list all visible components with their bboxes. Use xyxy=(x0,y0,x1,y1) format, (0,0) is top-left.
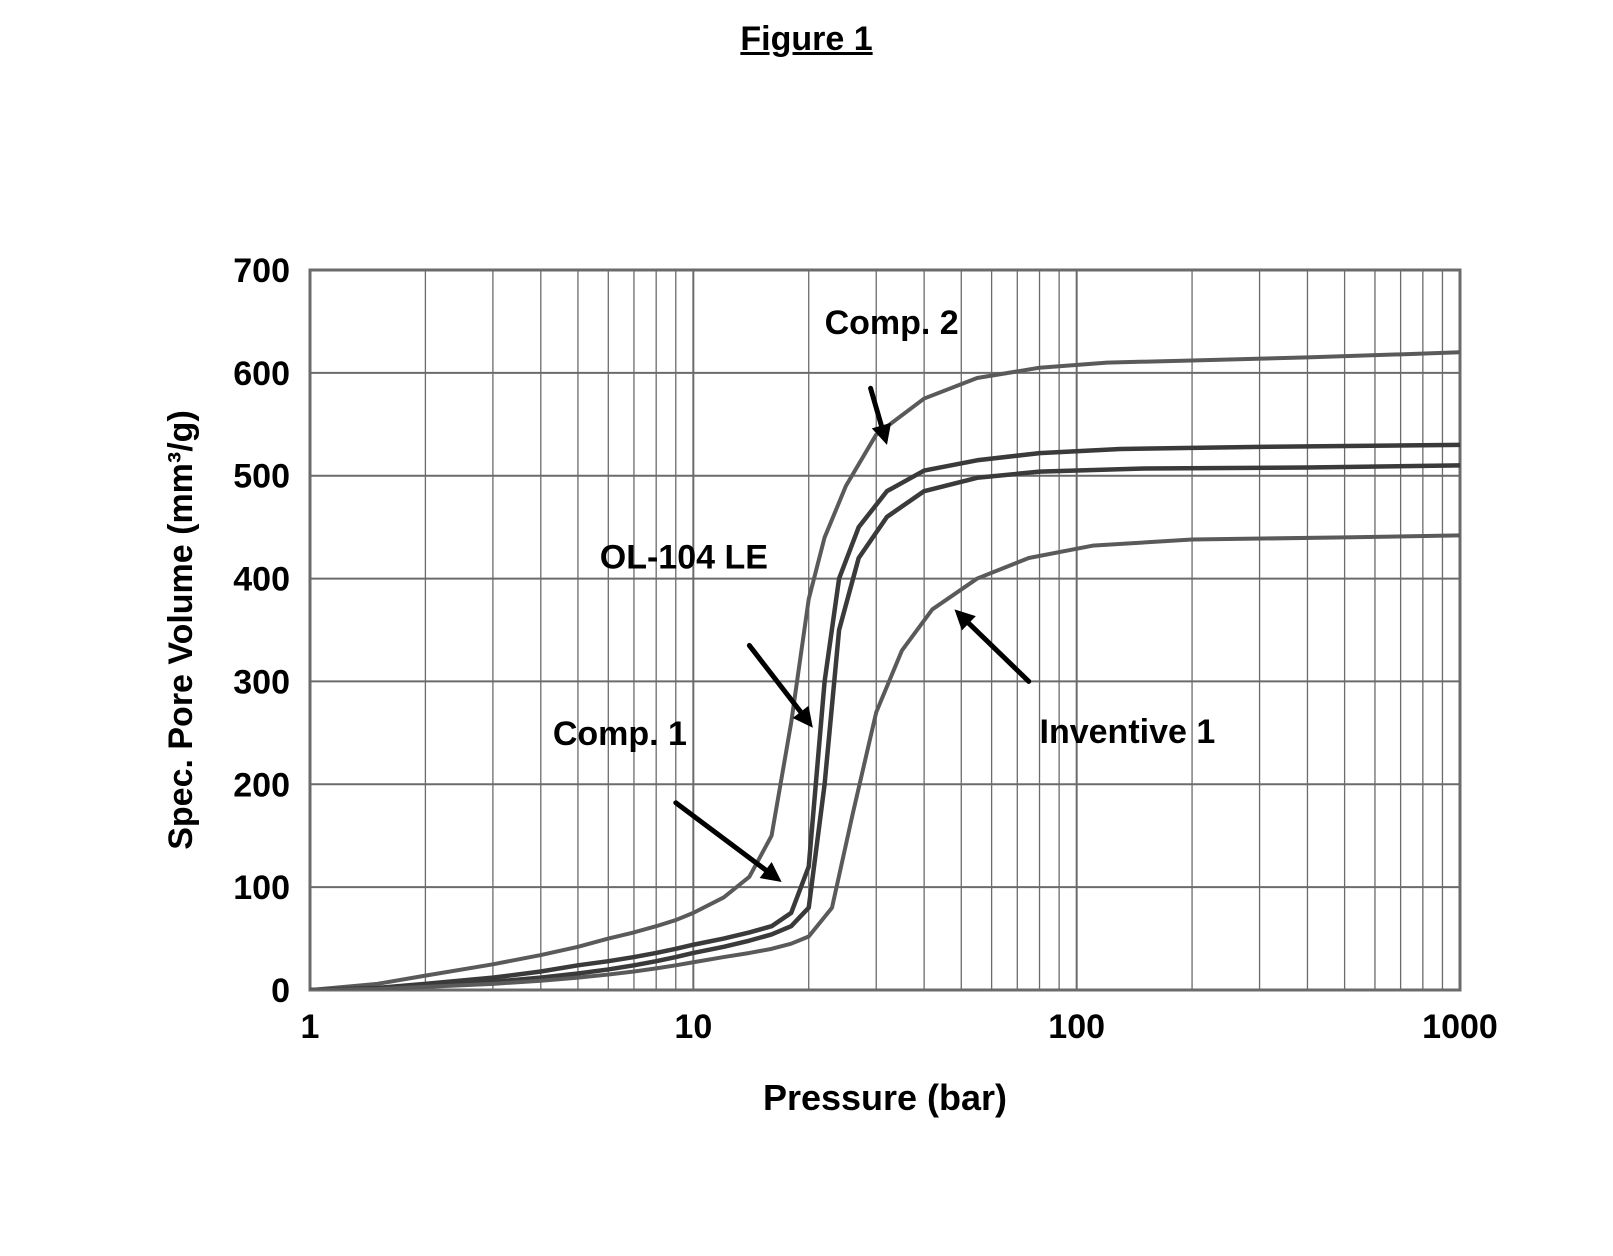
y-tick-label: 600 xyxy=(233,355,290,393)
figure-title: Figure 1 xyxy=(740,20,872,59)
annotation-label: OL-104 LE xyxy=(600,538,768,576)
x-axis-label: Pressure (bar) xyxy=(763,1077,1007,1118)
y-tick-label: 100 xyxy=(233,869,290,907)
y-tick-label: 700 xyxy=(233,252,290,290)
chart-svg: 1 10 100 1000 0 100 200 300 400 500 600 700 Pressure… xyxy=(140,240,1500,1160)
y-tick-label: 400 xyxy=(233,561,290,599)
annotation-label: Inventive 1 xyxy=(1040,713,1216,751)
y-tick-label: 500 xyxy=(233,458,290,496)
x-tick-label: 1 xyxy=(301,1008,320,1046)
y-tick-label: 0 xyxy=(271,972,290,1010)
x-tick-label: 100 xyxy=(1048,1008,1105,1046)
annotation-label: Comp. 1 xyxy=(553,715,687,753)
y-axis-label: Spec. Pore Volume (mm³/g) xyxy=(162,410,200,850)
pore-volume-chart: 1 10 100 1000 0 100 200 300 400 500 600 700 Pressure… xyxy=(140,240,1500,1160)
x-tick-label: 1000 xyxy=(1422,1008,1498,1046)
annotation-label: Comp. 2 xyxy=(825,304,959,342)
x-tick-label: 10 xyxy=(674,1008,712,1046)
y-tick-label: 300 xyxy=(233,663,290,701)
y-tick-label: 200 xyxy=(233,766,290,804)
